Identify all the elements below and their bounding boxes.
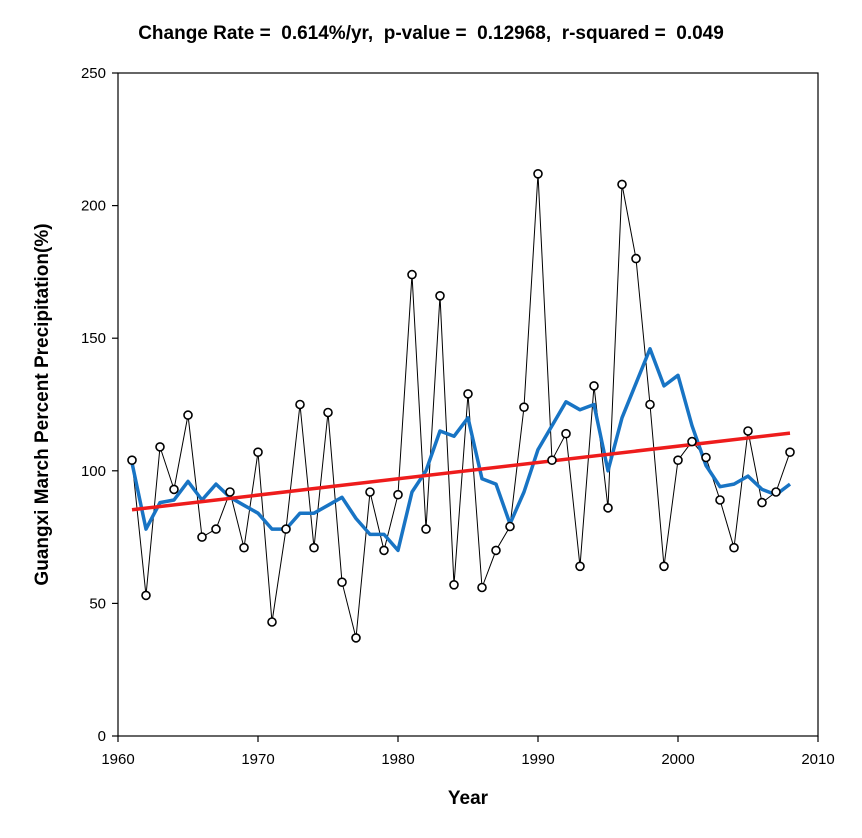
data-point — [687, 436, 697, 447]
data-point — [267, 617, 277, 627]
x-axis-label: Year — [448, 788, 489, 809]
y-tick-label: 50 — [89, 595, 106, 612]
data-point — [155, 442, 165, 452]
data-point — [169, 484, 179, 495]
data-point — [715, 495, 725, 505]
x-tick-label: 1970 — [241, 751, 274, 768]
data-point — [645, 399, 655, 410]
data-point — [673, 455, 683, 466]
series-layer — [127, 169, 795, 643]
data-point — [211, 524, 221, 534]
data-point — [575, 561, 585, 572]
data-point — [603, 503, 613, 513]
data-point — [379, 545, 389, 556]
data-point — [757, 497, 767, 508]
y-tick-label: 150 — [81, 330, 106, 347]
data-point — [589, 381, 599, 391]
data-point — [505, 521, 515, 532]
data-point — [309, 542, 319, 553]
data-point — [701, 452, 711, 463]
data-point — [351, 633, 361, 643]
y-tick-label: 100 — [81, 463, 106, 480]
data-point — [491, 545, 501, 556]
data-point — [407, 269, 417, 280]
y-tick-label: 250 — [81, 65, 106, 82]
y-tick-label: 0 — [98, 728, 106, 745]
data-point — [141, 590, 151, 601]
data-point — [743, 426, 753, 436]
data-point — [365, 487, 375, 497]
data-point — [631, 253, 641, 264]
data-point — [281, 524, 291, 534]
data-point — [519, 402, 529, 413]
data-point — [729, 542, 739, 553]
data-point — [561, 428, 571, 439]
trend-line — [131, 431, 791, 512]
data-point — [253, 447, 263, 458]
data-point — [547, 455, 557, 466]
data-point — [239, 542, 249, 553]
plot-area — [117, 72, 819, 737]
y-tick-label: 200 — [81, 198, 106, 215]
series-smoothed-line — [130, 347, 792, 553]
data-point — [197, 532, 207, 542]
x-tick-label: 1980 — [381, 751, 414, 768]
data-point — [225, 487, 235, 497]
x-tick-label: 1960 — [101, 751, 134, 768]
x-tick-label: 2000 — [661, 751, 694, 768]
x-tick-label: 1990 — [521, 751, 554, 768]
x-tick-label: 2010 — [801, 751, 834, 768]
data-point — [183, 410, 193, 420]
data-point — [477, 582, 487, 593]
chart-title: Change Rate = 0.614%/yr, p-value = 0.129… — [138, 23, 724, 44]
data-point — [785, 447, 795, 458]
data-point — [449, 579, 459, 590]
y-axis-label: Guangxi March Percent Precipitation(%) — [32, 223, 53, 585]
axis-ticks: 1960 1970 1980 1990 2000 2010 0 50 100 150 200 250 — [81, 65, 835, 768]
data-point — [435, 290, 445, 301]
data-point — [127, 455, 137, 466]
data-point — [533, 169, 543, 179]
data-point — [295, 399, 305, 410]
data-point — [421, 524, 431, 534]
data-point — [617, 179, 627, 190]
data-point — [337, 577, 347, 588]
data-point — [393, 489, 403, 500]
data-point — [659, 561, 669, 572]
data-point — [323, 407, 333, 418]
data-point — [463, 389, 473, 399]
data-point — [771, 487, 781, 497]
